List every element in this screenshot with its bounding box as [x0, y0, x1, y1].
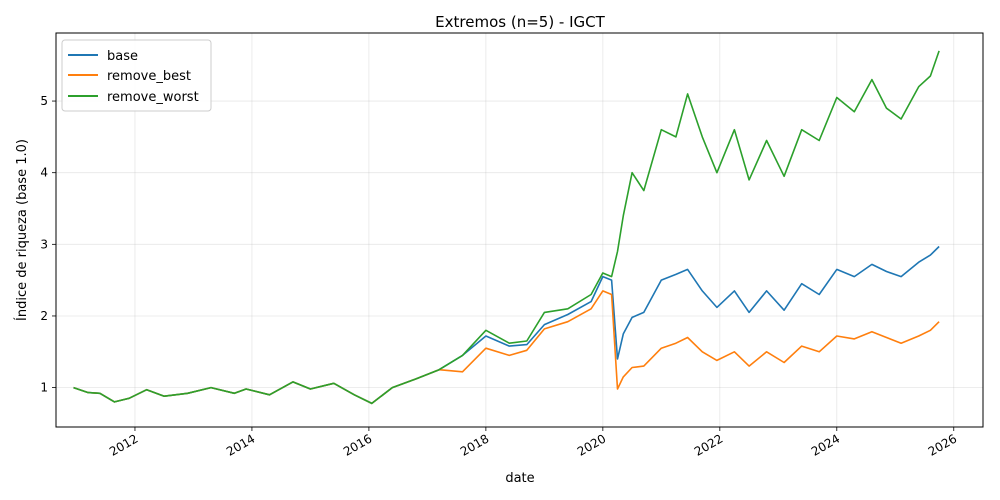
series-line-remove-worst	[73, 50, 940, 405]
legend: base remove_best remove_worst	[61, 39, 212, 112]
chart-title: Extremos (n=5) - IGCT	[435, 13, 605, 31]
y-axis-label: Índice de riqueza (base 1.0)	[14, 139, 30, 321]
x-axis: 2012 2014 2016 2018 2020 2022 2024 2026	[107, 427, 959, 459]
y-tick-label: 5	[40, 94, 48, 108]
y-tick-label: 4	[40, 166, 48, 180]
series-layer	[73, 50, 940, 405]
y-axis: 1 2 3 4 5	[40, 94, 56, 395]
y-tick-label: 1	[40, 381, 48, 395]
x-axis-label: date	[505, 471, 534, 486]
y-tick-label: 2	[40, 309, 48, 323]
legend-label-remove-worst: remove_worst	[107, 90, 199, 105]
y-tick-label: 3	[40, 237, 48, 251]
legend-label-base: base	[107, 49, 138, 64]
legend-box	[61, 39, 212, 112]
legend-label-remove-best: remove_best	[107, 69, 191, 84]
plot-frame	[55, 32, 984, 428]
